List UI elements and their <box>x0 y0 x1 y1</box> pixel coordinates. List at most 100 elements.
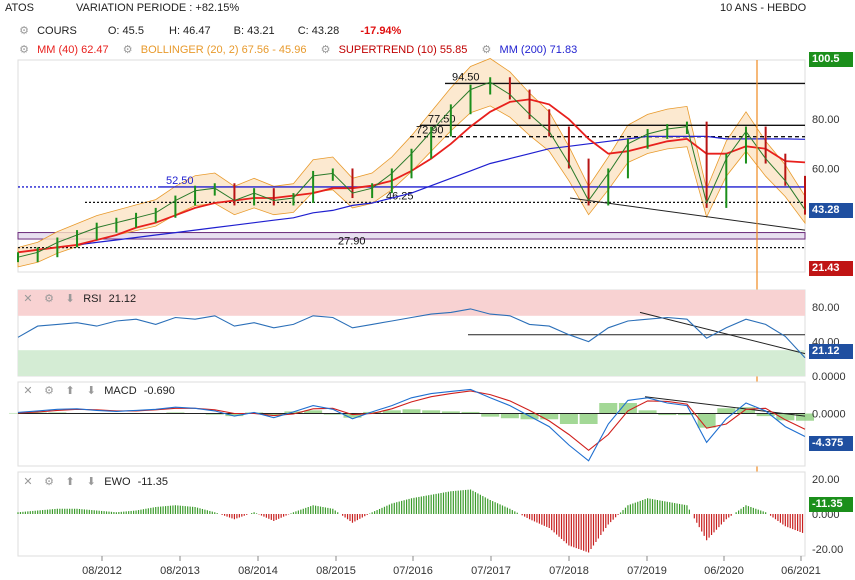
macd-histogram-bar <box>618 403 637 414</box>
level-label: 27.90 <box>338 236 366 248</box>
macd-line <box>17 388 806 462</box>
variation-label: VARIATION PERIODE : +82.15% <box>76 2 240 14</box>
gear-icon[interactable]: ⚙ <box>44 385 54 397</box>
macd-histogram-bar <box>402 409 421 414</box>
ewo-value: -11.35 <box>137 476 168 488</box>
macd-histogram-bar <box>736 407 755 414</box>
macd-histogram-bar <box>697 413 716 428</box>
close-icon[interactable]: ✕ <box>23 476 33 488</box>
macd-histogram-bar <box>28 412 47 414</box>
rsi-y-tick: 0.0000 <box>812 371 846 383</box>
arrow-down-icon[interactable]: ⬇ <box>86 476 96 488</box>
cours-label: COURS <box>37 25 77 37</box>
macd-histogram-bar <box>677 413 696 416</box>
price-line <box>17 81 806 258</box>
supertrend-label: SUPERTREND (10) <box>338 44 437 56</box>
arrow-down-icon[interactable]: ⬇ <box>86 385 96 397</box>
macd-histogram-bar <box>264 413 283 416</box>
macd-plot-area <box>17 381 806 467</box>
macd-histogram-bar <box>756 413 775 417</box>
macd-histogram-bar <box>304 410 323 414</box>
macd-histogram-bar <box>599 403 618 414</box>
gear-icon[interactable]: ⚙ <box>19 25 29 37</box>
macd-histogram-bar <box>638 410 657 414</box>
rsi-value: 21.12 <box>108 293 137 305</box>
macd-histogram-bar <box>796 413 814 421</box>
rsi-line <box>17 308 806 359</box>
macd-histogram-bar <box>579 413 598 424</box>
legend-indicators: ⚙ MM (40) 62.47 ⚙ BOLLINGER (20, 2) 67.5… <box>18 44 577 56</box>
x-tick-label: 08/2014 <box>238 565 278 577</box>
gear-icon[interactable]: ⚙ <box>19 44 29 56</box>
period-label[interactable]: 10 ANS - HEBDO <box>720 2 807 14</box>
x-tick-label: 07/2016 <box>393 565 433 577</box>
arrow-down-icon[interactable]: ⬇ <box>65 293 75 305</box>
rsi-oversold-zone <box>18 350 805 376</box>
gear-icon[interactable]: ⚙ <box>44 476 54 488</box>
open-value: O: 45.5 <box>107 25 144 37</box>
macd-histogram-bar <box>481 413 500 417</box>
badge-top: 100.5 <box>809 52 853 67</box>
rsi-y-tick: 80.00 <box>812 302 840 314</box>
low-value: B: 43.21 <box>233 25 275 37</box>
mm40-value: 62.47 <box>81 44 109 56</box>
x-tick-label: 06/2020 <box>704 565 744 577</box>
arrow-up-icon[interactable]: ⬆ <box>65 385 75 397</box>
badge-low: 21.43 <box>809 261 853 276</box>
x-tick-label: 08/2015 <box>316 565 356 577</box>
rsi-overbought-zone <box>18 290 805 316</box>
mm40-label: MM (40) <box>37 44 79 56</box>
macd-histogram-bar <box>166 412 185 414</box>
level-label: 72.90 <box>416 125 444 137</box>
x-tick-label: 07/2019 <box>627 565 667 577</box>
mm200-line <box>17 135 806 253</box>
ewo-y-tick: 20.00 <box>812 474 840 486</box>
rsi-trendline <box>639 311 806 355</box>
macd-value: -0.690 <box>143 385 175 397</box>
price-y-tick: 80.00 <box>812 114 840 126</box>
macd-trendline <box>644 396 806 417</box>
mm200-label: MM (200) <box>499 44 547 56</box>
x-axis: 08/2012 08/2013 08/2014 08/2015 07/2016 07/20… <box>82 556 821 577</box>
gear-icon[interactable]: ⚙ <box>122 44 133 56</box>
bollinger-label: BOLLINGER (20, 2) <box>140 44 239 56</box>
macd-histogram-bar <box>461 411 480 414</box>
macd-label: MACD <box>104 385 137 397</box>
badge-ewo: -11.35 <box>809 497 853 512</box>
close-icon[interactable]: ✕ <box>23 293 33 305</box>
gear-icon[interactable]: ⚙ <box>481 44 492 56</box>
support-zone <box>17 232 806 240</box>
level-label: 94.50 <box>452 71 480 83</box>
x-tick-label: 08/2013 <box>160 565 200 577</box>
macd-histogram-bar <box>343 413 362 418</box>
arrow-up-icon[interactable]: ⬆ <box>65 476 75 488</box>
macd-histogram-bar <box>422 410 441 414</box>
macd-histogram-bar <box>776 413 795 421</box>
macd-histogram-bar <box>540 413 559 420</box>
x-tick-label: 06/2021 <box>781 565 821 577</box>
macd-histogram-bar <box>717 408 736 414</box>
level-label: 52.50 <box>166 175 194 187</box>
legend-price: ⚙ COURS O: 45.5 H: 46.47 B: 43.21 C: 43.… <box>18 25 401 37</box>
badge-macd: -4.375 <box>809 436 853 451</box>
macd-histogram-bar <box>441 411 460 414</box>
close-icon[interactable]: ✕ <box>23 385 33 397</box>
ewo-label: EWO <box>104 476 131 488</box>
macd-histogram-bar <box>658 413 677 416</box>
symbol: ATOS <box>5 2 34 14</box>
ewo-y-tick: -20.00 <box>812 544 843 556</box>
macd-histogram-bar <box>225 413 244 417</box>
macd-histogram-bar <box>500 413 519 419</box>
macd-histogram-bar <box>323 413 342 415</box>
high-value: H: 46.47 <box>169 25 211 37</box>
ewo-header: ✕ ⚙ ⬆ ⬇ EWO -11.35 <box>22 476 168 488</box>
x-tick-label: 07/2017 <box>471 565 511 577</box>
macd-header: ✕ ⚙ ⬆ ⬇ MACD -0.690 <box>22 385 175 397</box>
gear-icon[interactable]: ⚙ <box>320 44 331 56</box>
rsi-label: RSI <box>83 293 102 305</box>
badge-rsi: 21.12 <box>809 344 853 359</box>
gear-icon[interactable]: ⚙ <box>44 293 54 305</box>
